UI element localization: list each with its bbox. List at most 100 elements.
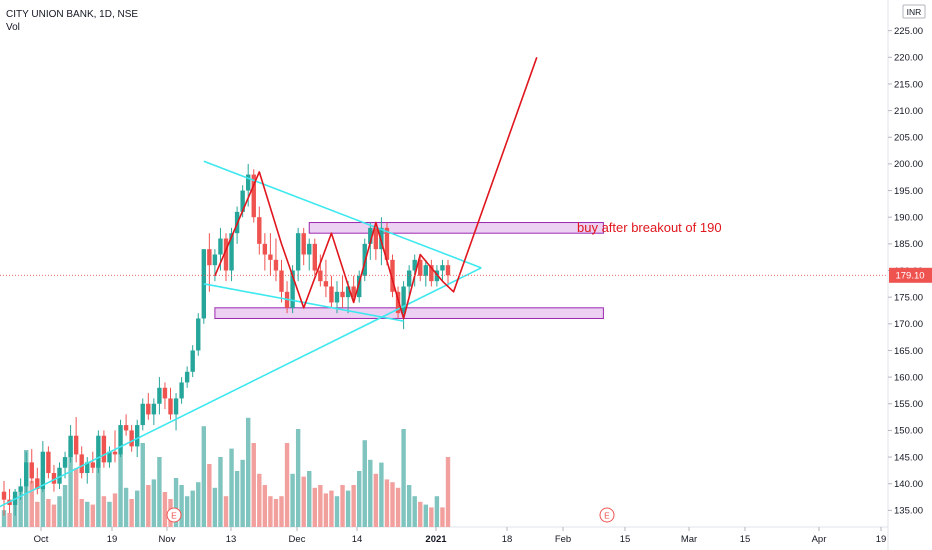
volume-bar <box>218 457 223 527</box>
volume-bar <box>257 473 262 527</box>
volume-bar <box>445 457 451 527</box>
candle <box>96 430 101 474</box>
volume-bar <box>68 440 73 527</box>
x-tick-label: 15 <box>740 534 751 545</box>
volume-bar <box>123 487 129 527</box>
volume-bar <box>118 454 123 527</box>
candle <box>140 398 145 431</box>
volume-bar <box>284 443 290 527</box>
volume-bar <box>229 448 234 527</box>
candle <box>173 393 179 431</box>
candle <box>290 265 295 314</box>
volume-bar <box>401 429 406 527</box>
volume-bar <box>29 480 34 527</box>
axes: 135.00 140.00 145.00 150.00 155.00 160.00 165.… <box>34 26 923 545</box>
uptrend-line[interactable] <box>0 267 482 521</box>
volume-bar <box>129 499 134 527</box>
candle <box>257 206 262 255</box>
triangle-upper-line[interactable] <box>203 160 482 269</box>
volume-bar <box>251 443 256 527</box>
y-tick-label: 155.00 <box>894 399 923 410</box>
earnings-marker-1[interactable]: E <box>166 507 182 523</box>
support-resistance-zone[interactable] <box>308 222 604 234</box>
volume-bar <box>79 499 84 527</box>
x-tick-label: 18 <box>502 534 513 545</box>
volume-bar <box>357 471 362 527</box>
symbol-title[interactable]: CITY UNION BANK, 1D, NSE <box>6 9 139 20</box>
x-tick-label: Dec <box>289 534 306 545</box>
candle <box>196 313 201 356</box>
volume-bar <box>406 485 412 527</box>
currency-badge[interactable]: INR <box>902 4 926 19</box>
x-tick-label: 19 <box>876 534 887 545</box>
candle <box>351 275 356 303</box>
currency-label: INR <box>907 7 922 17</box>
candle <box>251 169 256 223</box>
volume-bar <box>62 485 68 527</box>
y-tick-label: 160.00 <box>894 372 923 383</box>
candle <box>184 366 190 388</box>
candle <box>318 254 323 287</box>
support-resistance-zone[interactable] <box>214 307 604 319</box>
x-tick-label: Nov <box>159 534 176 545</box>
x-tick-label: 15 <box>620 534 631 545</box>
volume-bar <box>51 504 57 527</box>
volume-bar <box>290 473 295 527</box>
volume-bar <box>268 496 273 527</box>
candle <box>40 441 46 492</box>
volume-bar <box>234 471 240 527</box>
y-tick-label: 135.00 <box>894 506 923 517</box>
volume-bars <box>1 417 451 527</box>
candle <box>157 377 162 415</box>
candle <box>273 238 279 282</box>
volume-bar <box>429 507 434 527</box>
volume-bar <box>1 510 7 527</box>
volume-bar <box>146 485 151 527</box>
volume-bar <box>395 487 401 527</box>
volume-bar <box>223 496 229 527</box>
candle <box>73 417 79 463</box>
candle <box>334 281 340 314</box>
volume-bar <box>57 496 62 527</box>
volume-bar <box>7 513 12 527</box>
candle <box>112 430 118 463</box>
candle <box>418 254 423 282</box>
volume-bar <box>40 471 46 527</box>
volume-bar <box>440 507 445 527</box>
candle <box>118 419 123 458</box>
volume-bar <box>262 485 268 527</box>
volume-bar <box>379 462 384 527</box>
candle <box>440 259 445 282</box>
volume-bar <box>418 501 423 527</box>
volume-bar <box>85 501 90 527</box>
volume-bar <box>173 478 179 527</box>
volume-bar <box>329 490 334 527</box>
y-tick-label: 165.00 <box>894 346 923 357</box>
volume-bar <box>107 501 112 527</box>
volume-bar <box>151 479 157 527</box>
candle <box>445 259 451 287</box>
volume-bar <box>35 501 40 527</box>
candle <box>329 275 334 308</box>
y-tick-label: 185.00 <box>894 239 923 250</box>
volume-bar <box>162 492 168 527</box>
candle <box>123 414 129 436</box>
candle <box>268 233 273 276</box>
volume-bar <box>46 499 51 527</box>
volume-bar <box>201 426 206 527</box>
volume-bar <box>273 499 279 527</box>
candle <box>390 254 395 298</box>
volume-bar <box>318 485 323 527</box>
projection-path[interactable] <box>214 57 538 320</box>
volume-bar <box>18 490 23 527</box>
x-tick-label: 13 <box>226 534 237 545</box>
x-tick-label: Apr <box>812 534 827 545</box>
volume-bar <box>157 457 162 527</box>
volume-bar <box>412 496 417 527</box>
candle <box>301 227 306 266</box>
volume-label[interactable]: Vol <box>6 22 20 33</box>
triangle-lower-line[interactable] <box>203 283 404 322</box>
earnings-marker-2[interactable]: E <box>599 507 615 523</box>
candle <box>190 345 195 378</box>
